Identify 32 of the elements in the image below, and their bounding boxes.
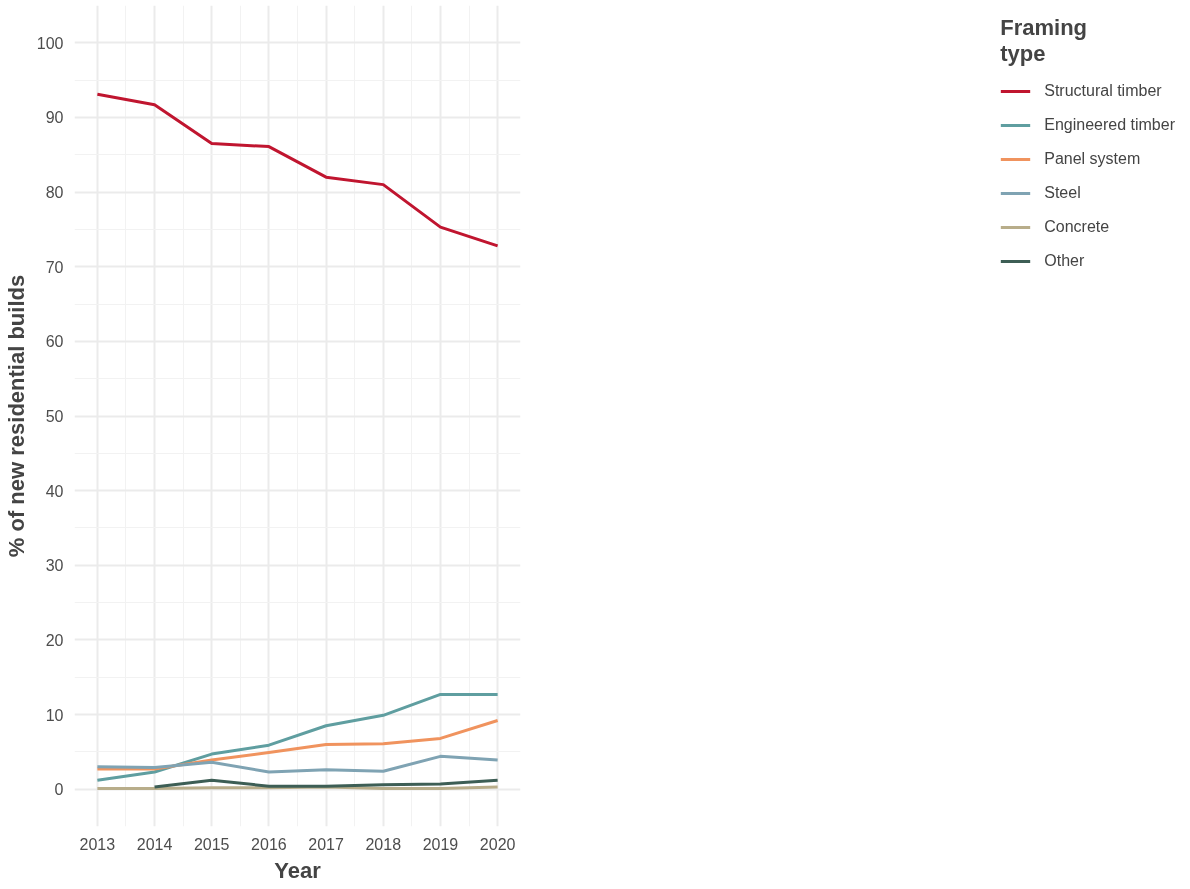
y-axis-title: % of new residential builds: [3, 274, 29, 558]
x-tick-label: 2013: [79, 835, 116, 853]
legend-label: Structural timber: [1044, 82, 1162, 100]
y-tick-label: 90: [45, 109, 64, 127]
legend-label: Concrete: [1044, 218, 1110, 236]
x-tick-label: 2014: [136, 835, 173, 853]
x-tick-label: 2015: [193, 835, 230, 853]
x-tick-label: 2017: [308, 835, 344, 853]
y-tick-label: 60: [45, 333, 64, 351]
x-axis-title: Year: [274, 857, 322, 883]
line-series: [95, 92, 500, 248]
y-tick-label: 0: [54, 781, 64, 799]
x-tick-label: 2019: [422, 835, 459, 853]
x-tick-label: 2020: [479, 835, 516, 853]
line-series: [153, 778, 500, 789]
y-tick-label: 30: [45, 557, 64, 575]
line-series: [95, 754, 500, 774]
legend-title: Framing type: [1000, 15, 1089, 67]
legend-label: Steel: [1044, 184, 1081, 202]
y-tick-label: 70: [45, 258, 64, 276]
x-tick-label: 2018: [365, 835, 402, 853]
legend-label: Engineered timber: [1044, 116, 1175, 134]
legend-label: Panel system: [1044, 150, 1141, 168]
y-tick-label: 20: [45, 631, 64, 649]
y-tick-label: 50: [45, 408, 64, 425]
legend-label: Other: [1044, 252, 1085, 270]
y-tick-label: 40: [45, 482, 64, 500]
y-tick-label: 10: [45, 706, 64, 724]
line-series: [95, 692, 500, 782]
y-tick-label: 100: [36, 34, 64, 52]
y-tick-label: 80: [45, 184, 64, 202]
x-tick-label: 2016: [251, 835, 287, 853]
